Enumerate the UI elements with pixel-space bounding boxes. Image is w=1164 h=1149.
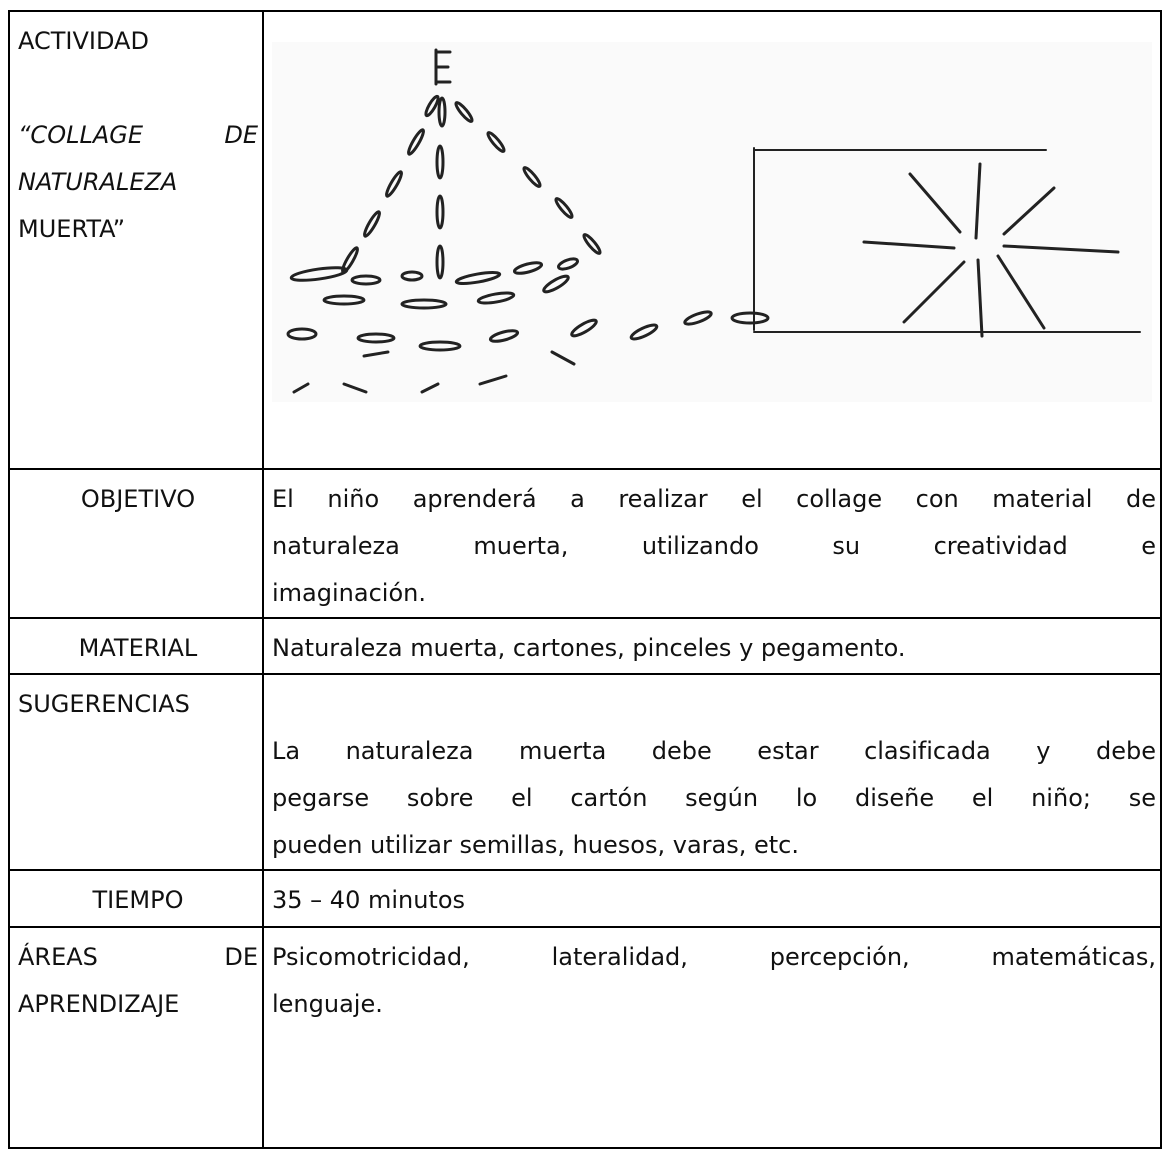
- text-line: pegarse sobre el cartón según lo diseñe …: [272, 784, 1156, 812]
- label-cell: ÁREAS DE APRENDIZAJE: [8, 926, 264, 1149]
- label-cell: MATERIAL: [8, 617, 264, 675]
- collage-illustration: [272, 42, 1152, 402]
- row-areas: ÁREAS DE APRENDIZAJE Psicomotricidad, la…: [8, 926, 1162, 1149]
- content-cell: 35 – 40 minutos: [262, 869, 1162, 928]
- text-line: naturaleza muerta, utilizando su creativ…: [272, 532, 1156, 560]
- row-material: MATERIAL Naturaleza muerta, cartones, pi…: [8, 617, 1162, 675]
- content-cell: Psicomotricidad, lateralidad, percepción…: [262, 926, 1162, 1149]
- label-cell: OBJETIVO: [8, 468, 264, 619]
- activity-title: NATURALEZA: [18, 168, 178, 196]
- activity-title: “COLLAGE DE: [18, 121, 258, 149]
- row-tiempo: TIEMPO 35 – 40 minutos: [8, 869, 1162, 928]
- label: APRENDIZAJE: [18, 990, 180, 1018]
- label-cell: TIEMPO: [8, 869, 264, 928]
- content-cell: Naturaleza muerta, cartones, pinceles y …: [262, 617, 1162, 675]
- content-cell: La naturaleza muerta debe estar clasific…: [262, 673, 1162, 871]
- row-objetivo: OBJETIVO El niño aprenderá a realizar el…: [8, 468, 1162, 619]
- label-cell: SUGERENCIAS: [8, 673, 264, 871]
- activity-table: ACTIVIDAD “COLLAGE DE NATURALEZA MUERTA”: [8, 10, 1162, 1149]
- row-sugerencias: SUGERENCIAS La naturaleza muerta debe es…: [8, 673, 1162, 871]
- text-line: La naturaleza muerta debe estar clasific…: [272, 737, 1156, 765]
- text-line: lenguaje.: [272, 990, 383, 1018]
- activity-title: MUERTA”: [18, 215, 126, 243]
- row-actividad: ACTIVIDAD “COLLAGE DE NATURALEZA MUERTA”: [8, 10, 1162, 470]
- text-line: El niño aprenderá a realizar el collage …: [272, 485, 1156, 513]
- text-line: imaginación.: [272, 579, 426, 607]
- text-line: Psicomotricidad, lateralidad, percepción…: [272, 943, 1156, 971]
- image-cell: [262, 10, 1162, 470]
- label: ÁREAS DE: [18, 943, 258, 971]
- label-cell: ACTIVIDAD “COLLAGE DE NATURALEZA MUERTA”: [8, 10, 264, 470]
- content-cell: El niño aprenderá a realizar el collage …: [262, 468, 1162, 619]
- document: {"actividad": {"label": "ACTIVIDAD", "ti…: [8, 10, 1162, 1149]
- label: ACTIVIDAD: [18, 27, 149, 55]
- text-line: pueden utilizar semillas, huesos, varas,…: [272, 831, 799, 859]
- page: Actividad html, body { margin: 0; paddin…: [8, 10, 1162, 1149]
